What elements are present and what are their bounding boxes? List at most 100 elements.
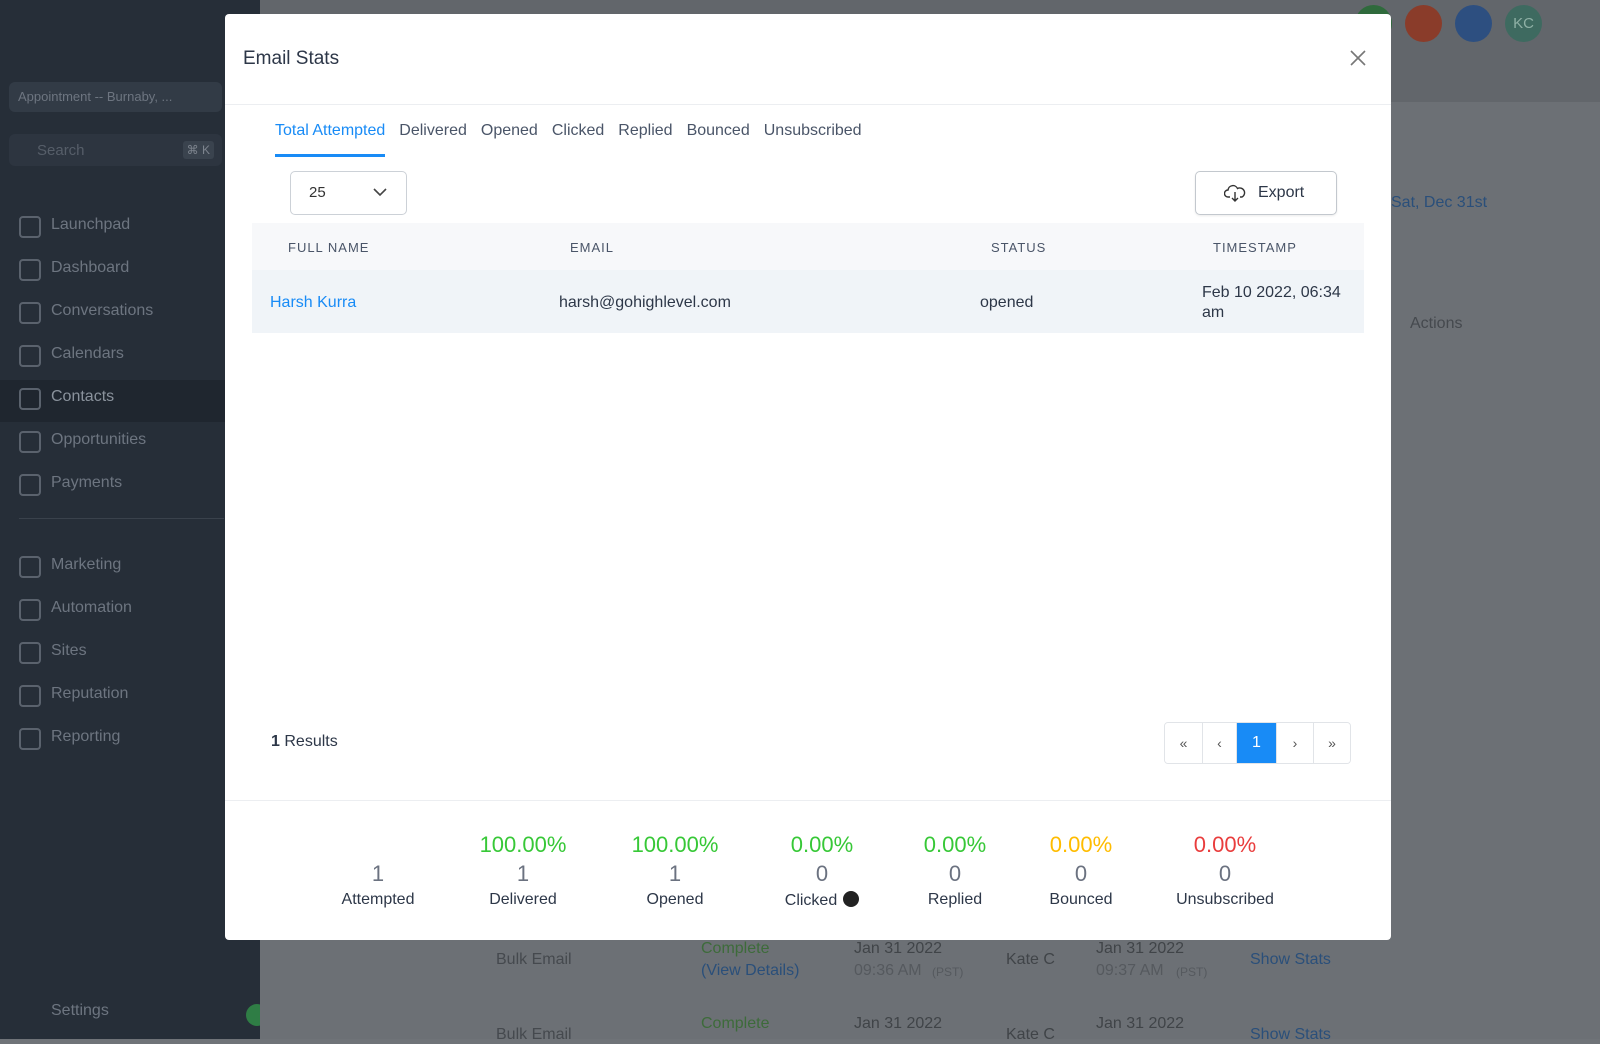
export-button[interactable]: Export [1195, 171, 1337, 215]
stat-count: 0 [1074, 861, 1088, 886]
location-name: Appointment -- Burnaby, ... [18, 89, 173, 104]
page-button[interactable]: « [1165, 723, 1202, 763]
nav-icon [19, 642, 41, 664]
nav-settings[interactable]: Settings [51, 1002, 109, 1019]
location-switcher[interactable]: Appointment -- Burnaby, ... [9, 82, 222, 112]
page-size: 25 [309, 184, 326, 201]
tab[interactable]: Unsubscribed [763, 122, 862, 139]
table-cell: harsh@gohighlevel.com [559, 294, 731, 311]
cloud-icon [1224, 184, 1246, 202]
nav-item[interactable]: Launchpad [51, 216, 131, 233]
page-button[interactable]: » [1313, 723, 1350, 763]
divider [19, 518, 224, 519]
background-cell: Jan 31 2022 [1096, 940, 1185, 957]
stat-count: 1 [371, 861, 385, 886]
background-cell: (PST) [1176, 965, 1208, 979]
table-cell: Feb 10 2022, 06:34 am [1202, 284, 1341, 321]
header-divider [225, 104, 1391, 105]
icon[interactable] [1455, 5, 1492, 42]
column-header: STATUS [991, 240, 1047, 255]
stat-label: Bounced [1049, 891, 1113, 908]
chevron [373, 188, 387, 197]
table-cell[interactable]: Harsh Kurra [270, 294, 357, 311]
stat-percent: 0.00% [790, 832, 854, 857]
nav-icon [19, 259, 41, 281]
nav-icon [19, 345, 41, 367]
close-button[interactable] [1349, 49, 1367, 67]
stat-percent: 100.00% [631, 832, 719, 857]
page-button[interactable]: 1 [1236, 723, 1276, 763]
background-cell: Bulk Email [496, 951, 572, 968]
table-header [252, 223, 1364, 270]
export-label: Export [1258, 184, 1305, 201]
nav-item[interactable]: Calendars [51, 345, 124, 362]
background-cell: 09:36 AM [854, 962, 922, 979]
nav-active-bg [0, 380, 225, 422]
column-header: FULL NAME [288, 240, 370, 255]
background-cell: Show Stats [1250, 951, 1331, 968]
nav-icon [19, 474, 41, 496]
search-box[interactable]: Search ⌘ K [9, 134, 222, 166]
background-cell: (PST) [932, 965, 964, 979]
pagination: «‹ 1 ›» [1164, 722, 1351, 764]
nav-item[interactable]: Contacts [51, 388, 115, 405]
stat-count: 0 [1218, 861, 1232, 886]
column-header: Actions [1410, 315, 1463, 332]
nav-item[interactable]: Opportunities [51, 431, 147, 448]
nav-icon [19, 388, 41, 410]
nav-icon [19, 556, 41, 578]
tab-list: Total Attempted Delivered Opened Clicked Rep… [275, 122, 862, 157]
date-label: Sat, Dec 31st [1391, 194, 1488, 211]
nav-icon [19, 302, 41, 324]
background-cell: 09:37 AM [1096, 962, 1164, 979]
icon[interactable] [1405, 5, 1442, 42]
nav-item[interactable]: Marketing [51, 556, 122, 573]
tab[interactable]: Bounced [686, 122, 750, 139]
stat-count: 1 [668, 861, 682, 886]
email-stats-modal: Email Stats Total Attempted Delivered Open… [225, 14, 1391, 940]
page-button[interactable]: › [1276, 723, 1313, 763]
nav-icon [19, 685, 41, 707]
background-cell: Kate C [1006, 951, 1055, 968]
nav-item[interactable]: Sites [51, 642, 87, 659]
stat-label: Attempted [341, 891, 415, 908]
nav-item[interactable]: Conversations [51, 302, 154, 319]
tab[interactable]: Clicked [551, 122, 605, 139]
tab[interactable]: Total Attempted [275, 122, 386, 157]
nav-item[interactable]: Automation [51, 599, 132, 616]
stat-percent: 0.00% [1193, 832, 1257, 857]
stat-label: Unsubscribed [1176, 891, 1274, 908]
table-row [252, 270, 1364, 333]
column-header: TIMESTAMP [1213, 240, 1297, 255]
column-header: EMAIL [570, 240, 615, 255]
tab[interactable]: Replied [618, 122, 673, 139]
nav-item[interactable]: Reputation [51, 685, 129, 702]
stat-label: Replied [927, 891, 983, 908]
tab[interactable]: Delivered [399, 122, 467, 139]
nav-item[interactable]: Payments [51, 474, 123, 491]
search-placeholder: Search [37, 142, 85, 159]
nav-item[interactable]: Dashboard [51, 259, 130, 276]
nav-icon [19, 431, 41, 453]
avatar[interactable]: KC [1505, 5, 1542, 42]
help-icon[interactable] [843, 891, 860, 907]
modal-title: Email Stats [243, 48, 340, 69]
stat-count: 0 [815, 861, 829, 886]
stat-percent: 0.00% [923, 832, 987, 857]
results: 1 Results [271, 733, 338, 751]
page-button[interactable]: ‹ [1202, 723, 1236, 763]
background-cell: Complete [701, 940, 770, 957]
nav-icon [19, 216, 41, 238]
stat-count: 0 [948, 861, 962, 886]
stat-percent: 100.00% [479, 832, 567, 857]
table-cell: opened [980, 294, 1034, 311]
nav-item[interactable]: Reporting [51, 728, 121, 745]
results-count: 1 [271, 733, 280, 750]
stat-label: Delivered [489, 891, 557, 908]
page-size-select[interactable]: 25 [290, 171, 407, 215]
footer-divider [225, 800, 1391, 801]
tab[interactable]: Opened [480, 122, 538, 139]
background-cell: (View Details) [701, 962, 800, 979]
stat-percent: 0.00% [1049, 832, 1113, 857]
